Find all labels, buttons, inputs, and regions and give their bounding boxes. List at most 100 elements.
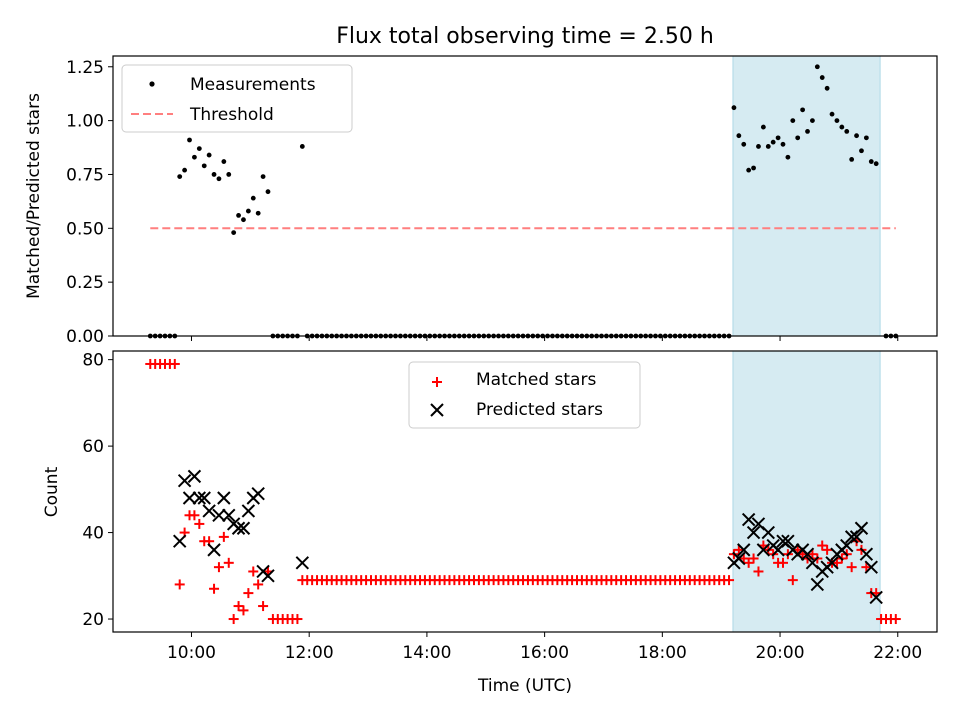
matched-star-point — [213, 562, 224, 573]
top-highlight-span — [732, 55, 881, 337]
measurement-point — [192, 154, 197, 160]
predicted-star-point — [172, 534, 187, 548]
measurement-point — [790, 118, 796, 124]
y-tick-label: 40 — [82, 524, 104, 544]
legend-measurements-marker — [149, 81, 155, 87]
predicted-star-point — [854, 521, 869, 535]
measurement-point — [839, 124, 845, 130]
matched-star-point — [228, 614, 239, 625]
top-y-axis-label: Matched/Predicted stars — [24, 93, 44, 299]
predicted-star-point — [182, 491, 197, 505]
bottom-plot-frame — [112, 350, 938, 633]
measurement-point — [770, 139, 776, 145]
measurement-point — [775, 135, 781, 141]
measurement-point — [800, 107, 806, 113]
predicted-star-point — [207, 543, 221, 557]
matched-star-point — [822, 544, 833, 555]
x-axis-label: Time (UTC) — [477, 676, 572, 696]
legend-measurements-label: Measurements — [190, 75, 316, 95]
legend-predicted-marker — [430, 403, 444, 417]
measurement-point — [863, 135, 869, 141]
matched-star-point — [209, 583, 220, 594]
predicted-star-point — [197, 491, 211, 505]
measurement-point — [211, 172, 217, 177]
y-tick-label: 20 — [82, 610, 104, 630]
measurement-point — [736, 133, 742, 139]
predicted-star-point — [192, 491, 207, 505]
predicted-star-point — [864, 560, 878, 574]
y-tick-label: 80 — [82, 351, 104, 371]
measurement-point — [201, 163, 207, 169]
measurement-point — [182, 167, 188, 173]
measurement-point — [844, 128, 850, 134]
x-tick-label: 14:00 — [402, 643, 451, 663]
predicted-star-point — [741, 512, 756, 527]
measurement-point — [177, 174, 183, 180]
matched-star-point — [733, 544, 744, 555]
top-plot-frame — [112, 55, 938, 337]
measurement-point — [854, 133, 859, 139]
y-tick-label: 0.50 — [66, 219, 104, 239]
predicted-star-point — [849, 530, 864, 544]
matched-star-point — [218, 531, 229, 542]
matched-star-point — [890, 614, 901, 625]
measurement-point — [824, 85, 830, 91]
x-tick-label: 18:00 — [638, 643, 687, 663]
predicted-star-point — [187, 469, 202, 484]
measurement-point — [814, 64, 820, 70]
predicted-star-point — [222, 508, 236, 522]
y-tick-label: 1.00 — [66, 112, 104, 132]
predicted-star-point — [217, 491, 231, 505]
measurement-point — [810, 118, 815, 124]
predicted-star-point — [781, 534, 795, 548]
measurement-point — [873, 161, 879, 167]
matched-star-point — [292, 614, 303, 625]
measurement-point — [241, 217, 246, 223]
predicted-star-point — [859, 547, 874, 561]
predicted-star-point — [231, 521, 246, 535]
predicted-star-point — [236, 521, 251, 535]
bottom-legend: Matched stars Predicted stars — [408, 361, 641, 429]
bottom-series-layer — [145, 358, 901, 625]
legend-threshold-label: Threshold — [189, 105, 274, 125]
top-legend-box — [121, 64, 353, 133]
x-tick-label: 12:00 — [285, 643, 334, 663]
measurement-point — [780, 141, 786, 147]
measurement-point — [785, 154, 791, 160]
predicted-star-point — [732, 551, 746, 566]
measurement-point — [187, 137, 192, 143]
matched-star-point — [748, 553, 759, 564]
matched-star-point — [258, 601, 269, 612]
predicted-star-point — [177, 473, 192, 488]
bottom-highlight-span — [732, 350, 881, 633]
measurement-point — [260, 174, 266, 180]
predicted-star-point — [737, 543, 751, 557]
predicted-star-point — [869, 590, 883, 605]
matched-star-point — [189, 510, 200, 521]
bottom-y-axis-label: Count — [42, 466, 62, 517]
predicted-star-point — [241, 504, 256, 518]
predicted-star-point — [761, 525, 775, 540]
matched-star-point — [238, 605, 249, 616]
measurement-point — [751, 165, 756, 171]
matched-star-point — [174, 579, 185, 590]
bottom-legend-box — [408, 361, 641, 429]
top-axis-ticks: 0.00 0.25 0.50 0.75 1.00 1.25 — [66, 58, 899, 347]
matched-star-point — [253, 579, 264, 590]
measurement-point — [868, 159, 874, 164]
bottom-axis-ticks: 20 40 60 80 10:00 12:00 14:00 16:00 18:00 20:00 22… — [82, 351, 922, 663]
predicted-star-point — [212, 508, 226, 522]
measurement-point — [245, 208, 251, 214]
predicted-star-point — [825, 556, 839, 570]
measurement-point — [765, 144, 771, 149]
bottom-panel: 20 40 60 80 10:00 12:00 14:00 16:00 18:00 20:00 22… — [42, 350, 938, 696]
measurement-point — [226, 172, 232, 177]
measurement-point — [196, 146, 202, 152]
measurement-point — [819, 75, 825, 80]
predicted-star-point — [756, 543, 771, 557]
measurement-point — [746, 167, 752, 173]
measurement-point — [805, 128, 810, 134]
measurement-point — [849, 156, 855, 162]
top-legend: Measurements Threshold — [121, 64, 353, 133]
